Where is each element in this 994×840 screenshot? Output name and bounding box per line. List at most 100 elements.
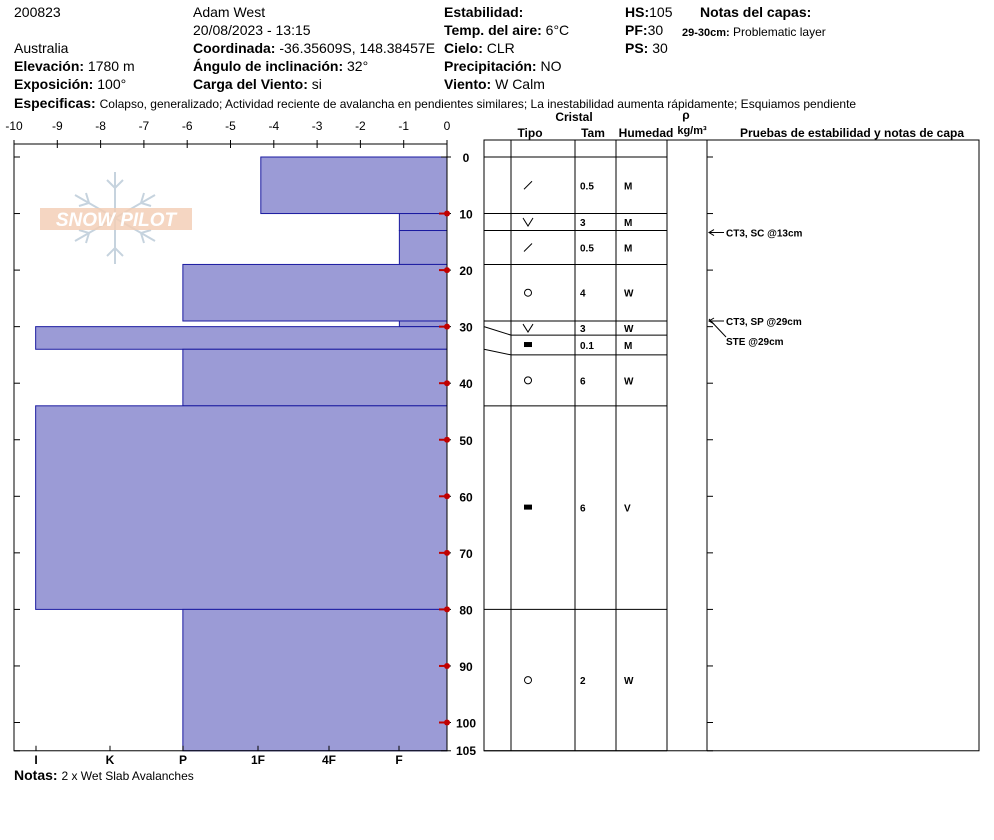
specifics: Especificas: Colapso, generalizado; Acti… [14, 95, 856, 112]
layer-connector [483, 348, 512, 356]
notes: Notas: 2 x Wet Slab Avalanches [14, 767, 194, 784]
country: Australia [14, 40, 69, 56]
snow-height-label: HS: [625, 4, 650, 20]
grain-facet-symbol [523, 243, 533, 252]
layer-size: 3 [580, 324, 586, 335]
foot-penetration-value: 30 [647, 22, 664, 38]
hardness-bar [398, 213, 448, 232]
precipitation-value: NO [540, 58, 562, 74]
grain-rounded-symbol [524, 288, 532, 297]
depth-tick-label: 50 [459, 434, 473, 448]
bottom-tick-label: K [106, 753, 115, 767]
slope-angle-value: 32° [347, 58, 369, 74]
depth-tick-label: 105 [456, 744, 476, 758]
elevation-label: Elevación: [14, 58, 85, 74]
slope-angle-label: Ángulo de inclinación: [193, 58, 344, 74]
temperature-point [444, 436, 450, 443]
depth-tick-label: 40 [459, 377, 473, 391]
depth-tick-label: 60 [459, 490, 473, 504]
sky: Cielo: CLR [444, 40, 515, 56]
foot-penetration: PF:30 [625, 22, 663, 38]
notes-label: Notas: [14, 767, 58, 783]
layer-size: 6 [580, 504, 586, 515]
wind-loading-value: si [311, 76, 322, 92]
precipitation-label: Precipitación: [444, 58, 537, 74]
col-density-unit: kg/m³ [677, 125, 707, 137]
specifics-value: Colapso, generalizado; Actividad recient… [99, 97, 857, 111]
coordinates: Coordinada: -36.35609S, 148.38457E [193, 40, 435, 56]
stability-label: Estabilidad: [444, 4, 524, 20]
col-type: Tipo [517, 126, 542, 140]
temperature-point [444, 719, 450, 726]
temperature-point [444, 323, 450, 330]
depth-tick-label: 70 [459, 547, 473, 561]
layer-notes-label: Notas del capas: [700, 4, 812, 20]
depth-tick-label: 0 [463, 151, 470, 165]
temperature-point [444, 267, 450, 274]
temperature-point [444, 606, 450, 613]
precipitation: Precipitación: NO [444, 58, 561, 74]
hardness-bars [35, 156, 448, 752]
foot-penetration-label: PF: [625, 22, 648, 38]
top-tick-label: -7 [139, 119, 150, 133]
top-tick-label: -6 [182, 119, 193, 133]
test-label: STE @29cm [726, 337, 784, 348]
layer-moisture: M [624, 243, 632, 254]
temperature-point [444, 493, 450, 500]
air-temperature-value: 6°C [545, 22, 570, 38]
specifics-label: Especificas: [14, 95, 96, 111]
notes-value: 2 x Wet Slab Avalanches [61, 769, 194, 783]
layer-moisture: V [624, 504, 631, 515]
ski-penetration-label: PS: [625, 40, 649, 56]
col-crystal: Cristal [555, 110, 592, 124]
hardness-bar [35, 326, 448, 350]
hardness-bar [182, 348, 448, 407]
layer-note: 29-30cm: Problematic layer [682, 24, 826, 41]
top-tick-label: -1 [398, 119, 409, 133]
depth-tick-label: 80 [459, 603, 473, 617]
layer-table-frame [483, 139, 980, 752]
top-tick-label: -8 [95, 119, 106, 133]
depth-tick-label: 30 [459, 321, 473, 335]
air-temperature: Temp. del aire: 6°C [444, 22, 569, 38]
hardness-bar [182, 608, 448, 752]
layer-table: 0.5 M 3 M 0.5 M 4 W 3 W 0.1 M 6 W 6 V 2 W [483, 139, 980, 752]
snow-height: HS:105 [625, 4, 672, 20]
snow-height-value: 105 [649, 4, 673, 20]
top-tick-label: -9 [52, 119, 63, 133]
top-tick-label: 0 [444, 119, 451, 133]
temperature-point [444, 210, 450, 217]
temperature-point [444, 662, 450, 669]
layer-connector [483, 326, 512, 336]
profile-id: 200823 [14, 4, 61, 20]
layer-moisture: M [624, 218, 632, 229]
coordinates-value: -36.35609S, 148.38457E [279, 40, 436, 56]
test-label: CT3, SP @29cm [726, 317, 802, 328]
layer-note-text: Problematic layer [733, 25, 826, 39]
layer-moisture: M [624, 341, 632, 352]
slope-angle: Ángulo de inclinación: 32° [193, 58, 368, 74]
temperature-point [444, 380, 450, 387]
aspect: Exposición: 100° [14, 76, 126, 92]
snowpilot-logo: SNOW PILOT [40, 172, 192, 264]
bottom-tick-label: 1F [251, 753, 265, 767]
layer-moisture: W [624, 676, 634, 687]
hardness-bar [35, 405, 448, 610]
aspect-value: 100° [97, 76, 127, 92]
depth-tick-label: 90 [459, 660, 473, 674]
depth-tick-label: 100 [456, 717, 476, 731]
layer-size: 2 [580, 676, 586, 687]
hardness-bar [182, 263, 448, 322]
top-tick-label: -5 [225, 119, 236, 133]
col-rho: ρ [682, 108, 689, 122]
layer-moisture: W [624, 324, 634, 335]
observer-name: Adam West [193, 4, 266, 20]
sky-value: CLR [486, 40, 515, 56]
wind-label: Viento: [444, 76, 492, 92]
top-tick-label: -4 [268, 119, 279, 133]
ski-penetration-value: 30 [652, 40, 668, 56]
depth-tick-label: 10 [459, 208, 473, 222]
stability-test-notes: CT3, SC @13cm CT3, SP @29cm STE @29cm [708, 229, 803, 348]
bottom-tick-label: I [34, 753, 37, 767]
elevation: Elevación: 1780 m [14, 58, 135, 74]
